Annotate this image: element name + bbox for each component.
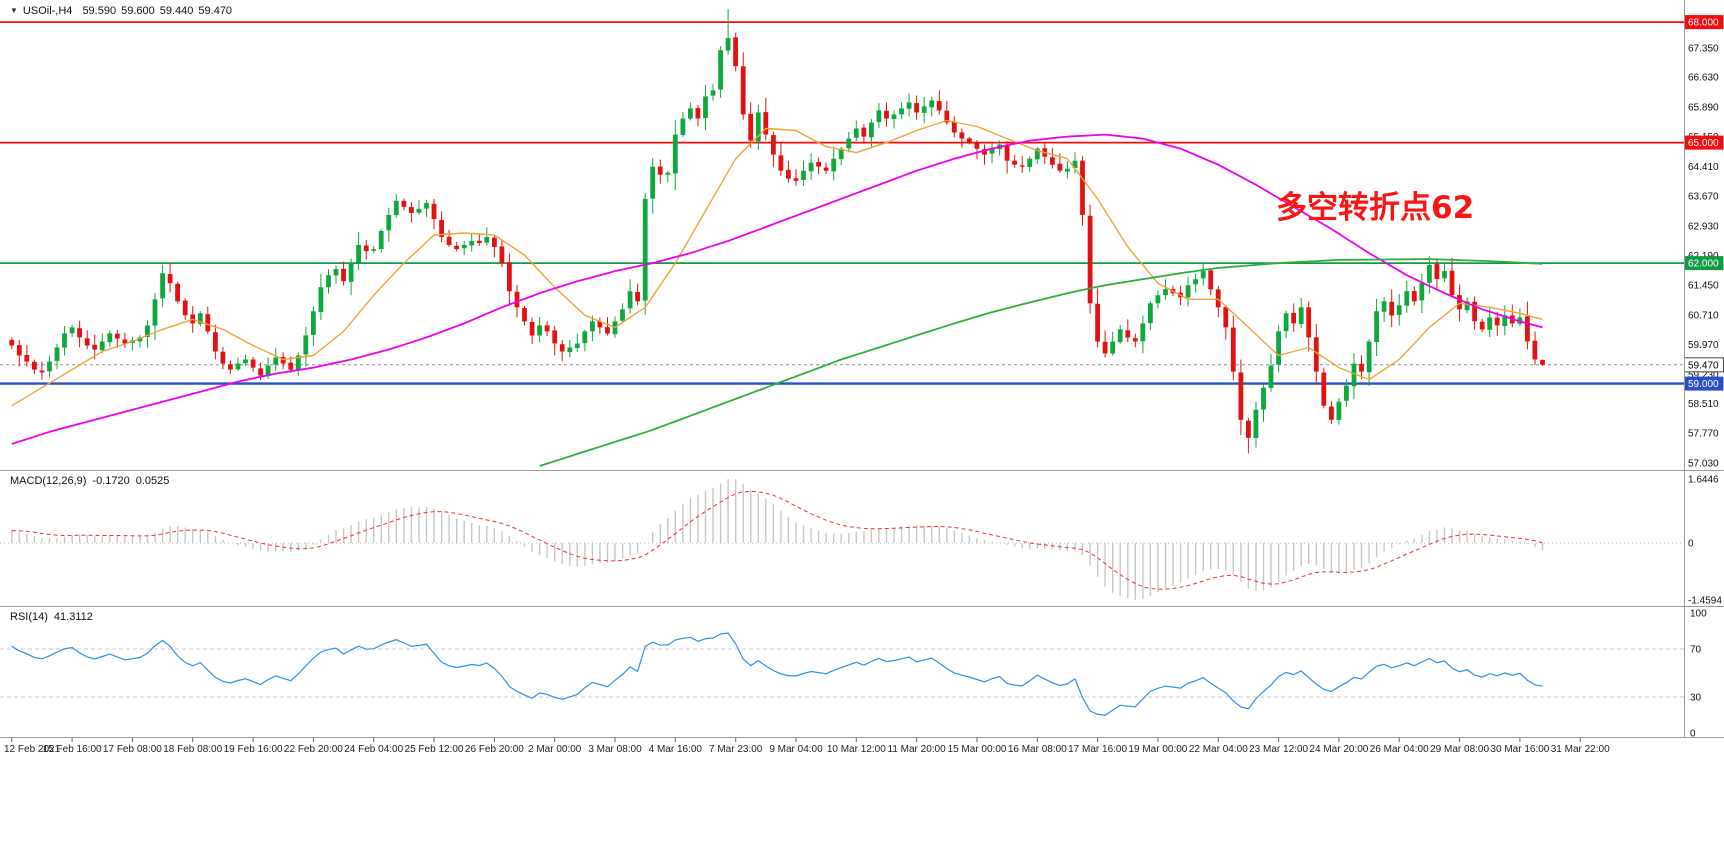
macd-title: MACD(12,26,9): [10, 475, 87, 487]
macd-histogram: [11, 479, 1544, 600]
svg-text:68.000: 68.000: [1688, 18, 1719, 29]
svg-text:62.000: 62.000: [1688, 259, 1719, 270]
time-axis-label: 17 Feb 08:00: [102, 744, 162, 755]
time-axis-label: 3 Mar 08:00: [588, 744, 642, 755]
time-axis-label: 22 Feb 20:00: [283, 744, 343, 755]
time-axis-label: 15 Mar 00:00: [947, 744, 1007, 755]
ma-fast-line: [11, 119, 1543, 407]
time-axis-label: 30 Mar 16:00: [1490, 744, 1550, 755]
time-axis-label: 17 Mar 16:00: [1068, 744, 1128, 755]
time-axis-label: 4 Mar 16:00: [648, 744, 702, 755]
time-axis-label: 9 Mar 04:00: [769, 744, 823, 755]
ohlc-high: 59.600: [121, 5, 155, 17]
time-axis-label: 23 Mar 12:00: [1249, 744, 1309, 755]
svg-text:57.770: 57.770: [1688, 429, 1719, 440]
svg-text:0: 0: [1690, 729, 1696, 740]
svg-text:1.6446: 1.6446: [1688, 475, 1719, 486]
time-axis-label: 2 Mar 00:00: [528, 744, 582, 755]
svg-text:70: 70: [1690, 645, 1702, 656]
time-axis-label: 10 Mar 12:00: [826, 744, 886, 755]
ohlc-open: 59.590: [82, 5, 117, 17]
rsi-title: RSI(14): [10, 611, 48, 623]
time-axis-label: 26 Mar 04:00: [1369, 744, 1429, 755]
dropdown-triangle-icon[interactable]: ▼: [10, 6, 18, 15]
time-axis-label: 24 Feb 04:00: [344, 744, 404, 755]
time-axis-label: 25 Feb 12:00: [404, 744, 464, 755]
svg-text:62.930: 62.930: [1688, 221, 1719, 232]
ma-slow-line: [539, 258, 1543, 467]
price-badges: 68.000 65.000 62.000 59.000 59.470: [1684, 15, 1724, 391]
chart-title: ▼ USOil-,H4 59.590 59.600 59.440 59.470: [10, 5, 237, 17]
svg-text:61.450: 61.450: [1688, 281, 1719, 292]
time-axis-label: 16 Mar 08:00: [1007, 744, 1067, 755]
svg-text:-1.4594: -1.4594: [1688, 596, 1722, 607]
rsi-axis[interactable]: 100 70 30 0: [1690, 609, 1707, 740]
rsi-levels: [0, 648, 1684, 698]
time-axis-label: 24 Mar 20:00: [1309, 744, 1369, 755]
svg-text:66.630: 66.630: [1688, 73, 1719, 84]
time-axis-label: 11 Mar 20:00: [887, 744, 946, 755]
time-axis-ticks: [11, 737, 1581, 742]
time-axis-label: 15 Feb 16:00: [42, 744, 102, 755]
svg-text:67.350: 67.350: [1688, 44, 1719, 55]
hlines-layer[interactable]: [0, 21, 1684, 385]
macd-signal-line: [11, 490, 1543, 590]
svg-text:63.670: 63.670: [1688, 192, 1719, 203]
time-axis-label: 29 Mar 08:00: [1430, 744, 1490, 755]
svg-text:64.410: 64.410: [1688, 162, 1719, 173]
symbol-label: USOil-,H4: [22, 5, 73, 17]
time-axis-label: 18 Feb 08:00: [163, 744, 223, 755]
svg-text:59.000: 59.000: [1688, 379, 1719, 390]
svg-text:58.510: 58.510: [1688, 399, 1719, 410]
macd-signal-value: 0.0525: [135, 475, 170, 487]
time-axis-label: 22 Mar 04:00: [1188, 744, 1248, 755]
svg-text:100: 100: [1690, 609, 1707, 620]
time-axis-label: 12 Feb 2021: [4, 744, 61, 755]
svg-text:59.970: 59.970: [1688, 340, 1719, 351]
rsi-label: RSI(14) 41.3112: [10, 611, 93, 623]
ohlc-low: 59.440: [159, 5, 194, 17]
time-axis-label: 19 Mar 00:00: [1128, 744, 1188, 755]
svg-text:60.710: 60.710: [1688, 310, 1719, 321]
svg-text:65.000: 65.000: [1688, 138, 1719, 149]
svg-text:0: 0: [1688, 539, 1694, 550]
annotation-note: 多空转折点62: [1276, 190, 1475, 226]
svg-text:65.890: 65.890: [1688, 102, 1719, 113]
time-axis-label: 26 Feb 20:00: [464, 744, 524, 755]
svg-text:30: 30: [1690, 693, 1702, 704]
svg-text:59.470: 59.470: [1688, 360, 1719, 371]
macd-label: MACD(12,26,9) -0.1720 0.0525: [10, 475, 169, 487]
svg-text:57.030: 57.030: [1688, 458, 1719, 469]
macd-main-value: -0.1720: [92, 475, 130, 487]
rsi-line: [11, 632, 1543, 716]
time-axis[interactable]: 12 Feb 2021 15 Feb 16:00 17 Feb 08:00 18 Fe…: [0, 744, 1724, 758]
ohlc-close: 59.470: [198, 5, 233, 17]
macd-axis[interactable]: 1.6446 0 -1.4594: [1688, 475, 1722, 607]
time-axis-label: 7 Mar 23:00: [709, 744, 763, 755]
time-axis-label: 31 Mar 22:00: [1550, 744, 1610, 755]
candles-layer: [9, 9, 1545, 454]
ma-medium-line: [11, 133, 1543, 445]
svg-text:59.230: 59.230: [1688, 370, 1719, 381]
rsi-value: 41.3112: [53, 611, 93, 623]
time-axis-label: 19 Feb 16:00: [223, 744, 283, 755]
